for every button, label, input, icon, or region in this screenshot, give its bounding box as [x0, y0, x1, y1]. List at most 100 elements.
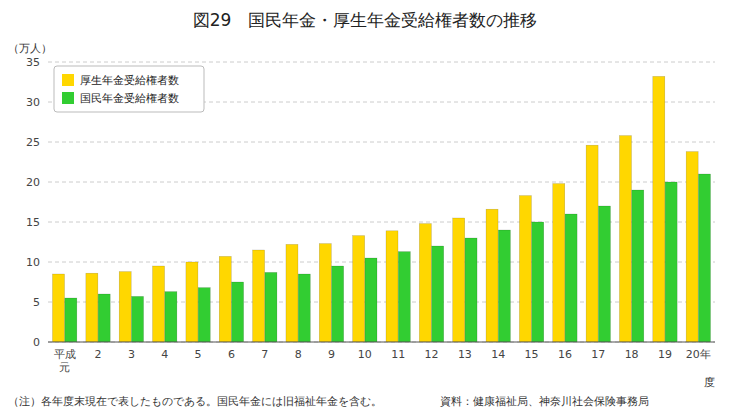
bar: [353, 236, 365, 342]
x-axis-line: [48, 342, 715, 343]
bar: [253, 250, 265, 342]
x-tick-label: 8: [295, 348, 302, 361]
title: 図29 国民年金・厚生年金受給権者数の推移: [193, 10, 538, 30]
x-tick-label: 16: [558, 348, 572, 361]
bar: [286, 244, 298, 342]
x-tick-label: 20年: [686, 348, 711, 361]
bar: [198, 288, 210, 342]
x-tick-label: 9: [328, 348, 335, 361]
legend-label: 厚生年金受給権者数: [80, 74, 179, 87]
bar: [586, 145, 598, 342]
x-tick-label-line: 17: [591, 348, 605, 361]
bar: [98, 294, 110, 342]
x-tick-label: 17: [591, 348, 605, 361]
y-tick-label: 5: [33, 296, 40, 309]
legend-swatch: [62, 74, 74, 86]
bar: [319, 244, 331, 342]
x-tick-label-line: 15: [525, 348, 539, 361]
x-tick-label: 6: [228, 348, 235, 361]
bar: [498, 230, 510, 342]
bar: [619, 136, 631, 342]
bar: [298, 274, 310, 342]
bar: [332, 266, 344, 342]
x-tick-label: 7: [261, 348, 268, 361]
y-axis-label: （万人）: [8, 42, 52, 55]
grid-line: [48, 182, 715, 183]
bar: [486, 209, 498, 342]
x-tick-label: 14: [491, 348, 505, 361]
x-tick-label-line: 11: [391, 348, 405, 361]
grid-line: [48, 262, 715, 263]
annotation: （注）各年度末現在で表したものである。国民年金には旧福祉年金を含む。: [8, 395, 382, 407]
x-tick-label-line: 5: [195, 348, 202, 361]
grid-line: [48, 222, 715, 223]
grid-line: [48, 142, 715, 143]
x-tick-label-line: 元: [59, 361, 70, 374]
x-tick-label: 2: [95, 348, 102, 361]
x-tick-label: 3: [128, 348, 135, 361]
x-tick-label-line: 平成: [54, 348, 76, 361]
bar: [153, 266, 165, 342]
bar: [553, 184, 565, 342]
x-axis-label: 度: [704, 376, 715, 389]
legend-label: 国民年金受給権者数: [80, 92, 179, 105]
bar: [419, 224, 431, 342]
bar: [465, 238, 477, 342]
bar: [232, 282, 244, 342]
bar: [65, 298, 77, 342]
chart: 図29 国民年金・厚生年金受給権者数の推移（万人）05101520253035平…: [0, 0, 730, 413]
x-tick-label: 4: [161, 348, 168, 361]
x-tick-label-line: 4: [161, 348, 168, 361]
x-tick-label: 13: [458, 348, 472, 361]
x-tick-label-line: 18: [625, 348, 639, 361]
grid-line: [48, 342, 715, 343]
x-tick-label: 11: [391, 348, 405, 361]
x-tick-label-line: 7: [261, 348, 268, 361]
bar: [665, 182, 677, 342]
bar: [398, 252, 410, 342]
grid-line: [48, 302, 715, 303]
x-tick-label-line: 20年: [686, 348, 711, 361]
x-tick-label: 12: [425, 348, 439, 361]
bar: [532, 222, 544, 342]
x-tick-label-line: 6: [228, 348, 235, 361]
annotation: 資料：健康福祉局、神奈川社会保険事務局: [440, 395, 649, 407]
bar: [686, 152, 698, 342]
bar: [432, 246, 444, 342]
x-tick-label-line: 3: [128, 348, 135, 361]
bar: [386, 231, 398, 342]
x-tick-label-line: 16: [558, 348, 572, 361]
bar: [53, 274, 65, 342]
grid-line: [48, 62, 715, 63]
bar: [132, 296, 144, 342]
bar: [632, 190, 644, 342]
x-tick-label: 18: [625, 348, 639, 361]
y-tick-label: 10: [26, 256, 40, 269]
y-tick-label: 15: [26, 216, 40, 229]
x-tick-label: 平成元: [54, 348, 76, 374]
x-tick-label-line: 2: [95, 348, 102, 361]
legend-box: [54, 66, 204, 112]
x-tick-label-line: 14: [491, 348, 505, 361]
y-tick-label: 20: [26, 176, 40, 189]
bar: [86, 273, 98, 342]
x-tick-label-line: 10: [358, 348, 372, 361]
x-tick-label: 5: [195, 348, 202, 361]
bar: [219, 256, 231, 342]
bar: [698, 174, 710, 342]
bar: [186, 262, 198, 342]
y-tick-label: 30: [26, 96, 40, 109]
y-tick-label: 0: [33, 336, 40, 349]
x-tick-label-line: 9: [328, 348, 335, 361]
x-tick-label-line: 8: [295, 348, 302, 361]
bar: [598, 206, 610, 342]
legend-swatch: [62, 92, 74, 104]
legend: 厚生年金受給権者数国民年金受給権者数: [54, 66, 204, 112]
bar: [119, 272, 131, 342]
bar: [453, 218, 465, 342]
x-tick-label-line: 12: [425, 348, 439, 361]
bar: [565, 214, 577, 342]
x-tick-label: 19: [658, 348, 672, 361]
bars: [53, 76, 711, 342]
bar: [165, 292, 177, 342]
